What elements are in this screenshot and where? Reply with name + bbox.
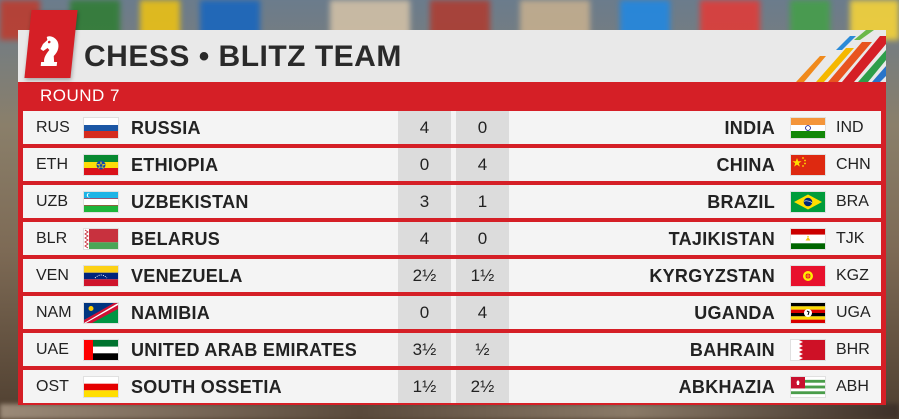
knight-logo [24,10,78,78]
home-score: 0 [419,303,430,322]
abkhazia-flag-icon [791,377,825,397]
away-team-code: BRA [836,193,869,210]
home-team-code: UZB [36,193,68,210]
home-team-name: UZBEKISTAN [131,192,249,212]
home-team-code: OST [36,378,69,395]
away-score: 1½ [470,266,495,285]
away-team-code: BHR [836,341,870,358]
home-team-code: NAM [36,304,72,321]
away-team-code: UGA [836,304,871,321]
home-team-code: ETH [36,156,68,173]
home-score-cell: 4 [398,111,451,144]
kyrgyzstan-flag-icon [791,266,825,286]
tajikistan-flag-icon [791,229,825,249]
home-score: 3½ [412,340,437,359]
brazil-flag-icon [791,192,825,212]
russia-flag-icon [84,118,118,138]
away-score-cell: 4 [456,296,509,329]
table-row: NAM NAMIBIA 0 4 UGANDA UGA [23,296,881,329]
away-team-name: INDIA [724,118,775,138]
away-score: 2½ [470,377,495,396]
home-team-name: BELARUS [131,229,221,249]
home-team-name: RUSSIA [131,118,201,138]
home-score-cell: 3 [398,185,451,218]
away-team-name: BAHRAIN [689,340,775,360]
namibia-flag-icon [84,303,118,323]
away-score-cell: ½ [456,333,509,366]
chess-knight-icon [40,36,59,66]
away-team-code: CHN [836,156,871,173]
home-score: 0 [419,155,430,174]
home-score-cell: 0 [398,148,451,181]
home-score-cell: 3½ [398,333,451,366]
home-score-cell: 0 [398,296,451,329]
away-team-name: CHINA [716,155,775,175]
away-score-cell: 0 [456,111,509,144]
away-score: 4 [477,155,488,174]
away-team-name: ABKHAZIA [678,377,775,397]
home-score: 4 [419,118,430,137]
uzbekistan-flag-icon [84,192,118,212]
home-team-name: ETHIOPIA [131,155,219,175]
table-row: RUS RUSSIA 4 0 INDIA IND [23,111,881,144]
away-team-name: BRAZIL [707,192,775,212]
home-score-cell: 2½ [398,259,451,292]
ethiopia-flag-icon [84,155,118,175]
table-row: ETH ETHIOPIA 0 4 CHINA CHN [23,148,881,181]
belarus-flag-icon [84,229,118,249]
away-team-code: ABH [836,378,869,395]
decorative-stripes-icon [796,30,886,82]
away-team-name: UGANDA [694,303,775,323]
home-score: 3 [419,192,430,211]
round-label: ROUND 7 [40,86,121,105]
venezuela-flag-icon [84,266,118,286]
away-score-cell: 1 [456,185,509,218]
uganda-flag-icon [791,303,825,323]
india-flag-icon [791,118,825,138]
away-score-cell: 0 [456,222,509,255]
home-team-name: UNITED ARAB EMIRATES [131,340,357,360]
table-row: UZB UZBEKISTAN 3 1 BRAZIL BRA [23,185,881,218]
away-score-cell: 1½ [456,259,509,292]
home-score: 2½ [412,266,437,285]
home-score: 4 [419,229,430,248]
china-flag-icon [791,155,825,175]
home-team-code: UAE [36,341,69,358]
away-score-cell: 4 [456,148,509,181]
results-table: RUS RUSSIA 4 0 INDIA IND ETH ETHIOPIA 0 … [18,108,886,405]
home-team-code: VEN [36,267,69,284]
home-team-name: VENEZUELA [131,266,243,286]
background-floor [0,404,899,419]
away-team-code: KGZ [836,267,869,284]
away-score: 0 [477,229,488,248]
away-team-code: IND [836,119,864,136]
table-row: VEN VENEZUELA 2½ 1½ KYRGYZSTAN KGZ [23,259,881,292]
round-bar: ROUND 7 [18,82,886,108]
home-score-cell: 4 [398,222,451,255]
header-bar: CHESS • BLITZ TEAM [18,30,886,82]
table-row: UAE UNITED ARAB EMIRATES 3½ ½ BAHRAIN BH… [23,333,881,366]
away-team-name: KYRGYZSTAN [649,266,775,286]
home-score: 1½ [412,377,437,396]
away-team-code: TJK [836,230,865,247]
home-team-code: RUS [36,119,70,136]
south-ossetia-flag-icon [84,377,118,397]
away-score: ½ [475,340,490,359]
page-title: CHESS • BLITZ TEAM [84,40,402,73]
uae-flag-icon [84,340,118,360]
away-team-name: TAJIKISTAN [668,229,775,249]
away-score: 4 [477,303,488,322]
away-score: 0 [477,118,488,137]
home-team-name: SOUTH OSSETIA [131,377,282,397]
table-row: BLR BELARUS 4 0 TAJIKISTAN TJK [23,222,881,255]
bahrain-flag-icon [791,340,825,360]
away-score: 1 [477,192,488,211]
away-score-cell: 2½ [456,370,509,403]
home-team-code: BLR [36,230,68,247]
home-team-name: NAMIBIA [131,303,211,323]
home-score-cell: 1½ [398,370,451,403]
table-row: OST SOUTH OSSETIA 1½ 2½ ABKHAZIA ABH [23,370,881,403]
